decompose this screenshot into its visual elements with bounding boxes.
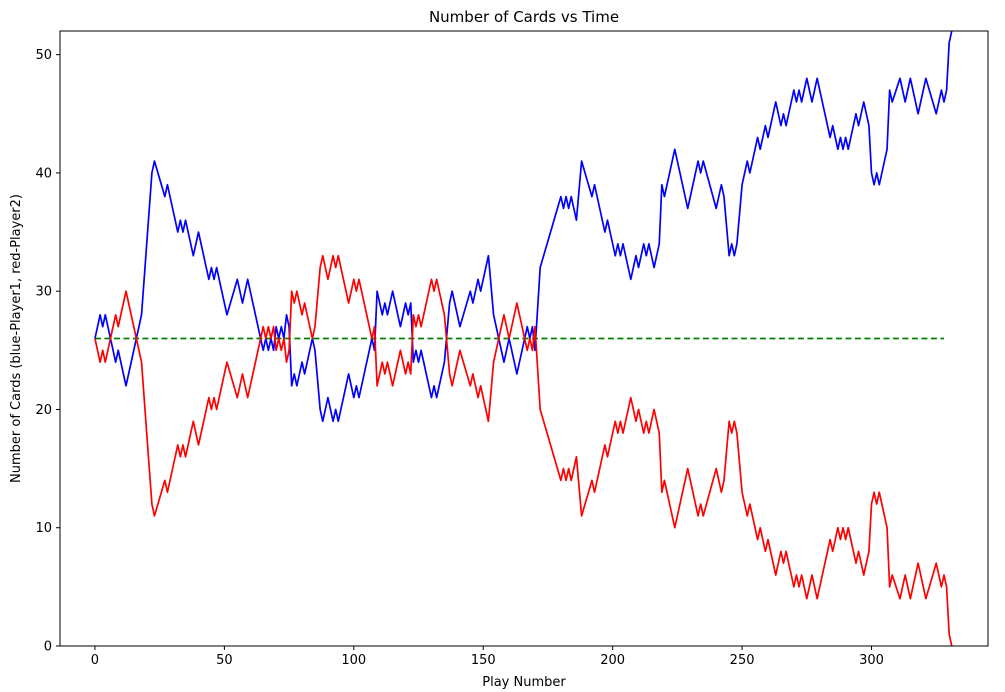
x-tick-label: 250	[730, 653, 755, 668]
plot-area	[94, 31, 953, 646]
x-tick-label: 150	[471, 653, 496, 668]
y-tick-label: 50	[35, 48, 52, 63]
x-tick-label: 300	[859, 653, 884, 668]
x-axis-label: Play Number	[482, 675, 566, 690]
x-tick-label: 200	[600, 653, 625, 668]
y-tick-label: 30	[35, 285, 52, 300]
chart-title: Number of Cards vs Time	[429, 8, 619, 26]
x-tick-label: 0	[91, 653, 99, 668]
series-line-2	[94, 254, 953, 646]
x-tick-label: 100	[341, 653, 366, 668]
x-tick-label: 50	[216, 653, 233, 668]
y-tick-label: 20	[35, 403, 52, 418]
y-tick-label: 40	[35, 166, 52, 181]
y-axis: 0 10 20 30 40 50	[35, 48, 60, 655]
y-tick-label: 0	[44, 640, 52, 655]
y-tick-label: 10	[35, 521, 52, 536]
axes-frame	[59, 30, 989, 647]
series-line-1	[94, 31, 953, 423]
y-axis-label: Number of Cards (blue-Player1, red-Playe…	[9, 194, 24, 483]
x-axis: 0 50 100 150 200 250 300	[91, 646, 884, 668]
